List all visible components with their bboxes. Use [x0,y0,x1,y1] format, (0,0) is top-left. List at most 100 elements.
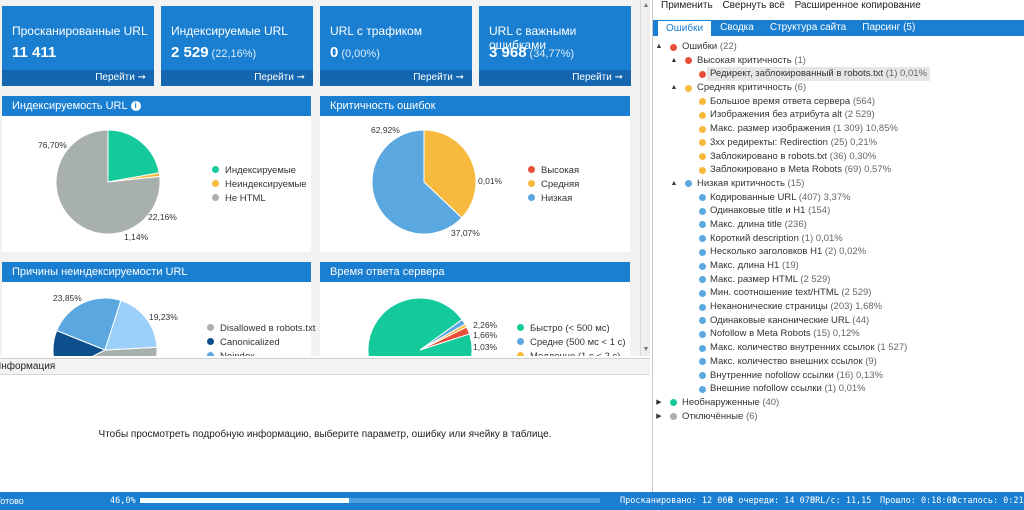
collapsed-arrow-icon[interactable]: ▶ [656,398,662,406]
panel-title: Причины неиндексируемости URL [2,262,311,282]
tree-item[interactable]: Макс. размер HTML (2 529) [653,273,1024,287]
tree-item[interactable]: Одинаковые канонические URL (44) [653,314,1024,328]
legend-item[interactable]: Низкая [528,192,579,206]
expand-arrow-icon[interactable]: ▲ [655,43,663,50]
tree-item[interactable]: Изображения без атрибута alt (2 529) [653,108,1024,122]
legend-item[interactable]: Индексируемые [212,164,307,178]
tree-item-count: (25) 0,21% [830,136,878,148]
tree-item[interactable]: Макс. количество внутренних ссылок (1 52… [653,341,1024,355]
tree-item[interactable]: Макс. длина title (236) [653,218,1024,232]
legend-item[interactable]: Noindex [207,350,315,356]
tree-item[interactable]: Внешние nofollow ссылки (1) 0,01% [653,382,1024,396]
tree-item-count: (2 529) [841,287,872,299]
dashboard-scrollbar[interactable]: ▲ ▼ [640,0,650,356]
legend-item[interactable]: Средне (500 мс < 1 с) [517,336,626,350]
tab-errors[interactable]: Ошибки [657,20,713,36]
pie-slice[interactable] [367,297,473,356]
tree-item[interactable]: Большое время ответа сервера (564) [653,95,1024,109]
legend-item[interactable]: Disallowed в robots.txt [207,322,315,336]
legend-dot-icon [528,180,535,187]
scroll-down-icon[interactable]: ▼ [642,346,650,353]
severity-dot-icon [699,344,706,352]
pie-slice[interactable] [104,299,158,351]
expand-arrow-icon[interactable]: ▲ [670,84,678,92]
tree-item[interactable]: ▲ Ошибки (22) [653,40,1024,54]
tree-item[interactable]: Несколько заголовков H1 (2) 0,02% [653,245,1024,259]
tree-item-label: Большое время ответа сервера (564) [710,95,875,107]
stat-card-crawled: Просканированные URL 11 411 Перейти ➞ [2,6,154,86]
severity-dot-icon [699,303,706,311]
tree-item[interactable]: 3xx редиректы: Redirection (25) 0,21% [653,136,1024,150]
tree-item-label: Короткий description (1) 0,01% [710,232,843,244]
scroll-up-icon[interactable]: ▲ [642,2,650,9]
legend-item[interactable]: Высокая [528,164,579,178]
severity-dot-icon [699,289,706,297]
info-icon[interactable]: i [130,101,141,111]
tab-parsing[interactable]: Парсинг (5) [862,22,916,33]
tree-item[interactable]: ▶ Отключённые (6) [653,410,1024,424]
pie-slice[interactable] [56,297,122,351]
pie-slice[interactable] [59,346,158,356]
panel-non-index-reasons: Причины неиндексируемости URL 23,85% 19,2… [2,262,315,356]
tree-item-count: (36) 0,30% [829,150,877,162]
go-link[interactable]: Перейти ➞ [161,70,313,86]
legend-item[interactable]: Неиндексируемые [212,178,307,192]
collapsed-arrow-icon[interactable]: ▶ [656,412,662,420]
pie-slice[interactable] [55,129,161,235]
legend-dot-icon [212,194,219,201]
tree-item[interactable]: Внутренние nofollow ссылки (16) 0,13% [653,369,1024,383]
tree-item[interactable]: Одинаковые title и H1 (154) [653,204,1024,218]
pie-slice[interactable] [371,129,463,235]
tree-item[interactable]: ▲ Средняя критичность (6) [653,81,1024,95]
tab-bar: Ошибки Сводка Структура сайта Парсинг (5… [653,20,1024,36]
tab-site-structure[interactable]: Структура сайта [769,22,847,33]
severity-dot-icon [699,317,706,325]
pie-slice[interactable] [423,129,477,219]
pie-data-label: 23,85% [53,293,82,303]
tree-item[interactable]: Неканонические страницы (203) 1,68% [653,300,1024,314]
legend-label: Низкая [541,193,573,204]
tree-item-count: (44) [852,314,870,326]
severity-dot-icon [699,194,706,202]
tree-item[interactable]: Кодированные URL (407) 3,37% [653,191,1024,205]
extended-copy-button[interactable]: Расширенное копирование [794,0,921,11]
expand-arrow-icon[interactable]: ▲ [670,56,678,64]
tree-item[interactable]: Макс. размер изображения (1 309) 10,85% [653,122,1024,136]
pie-slice[interactable] [419,326,471,351]
tree-item[interactable]: Заблокировано в robots.txt (36) 0,30% [653,150,1024,164]
legend-item[interactable]: Средняя [528,178,579,192]
panel-severity: Критичность ошибок 0,01% 37,07% 62,92% Выс… [320,96,630,252]
tree-item[interactable]: ▲ Низкая критичность (15) [653,177,1024,191]
collapse-all-button[interactable]: Свернуть всё [722,0,785,11]
apply-button[interactable]: Применить [661,0,713,11]
tree-item-label: Одинаковые канонические URL (44) [710,314,870,326]
tree-item-count: (1 527) [877,342,908,354]
tree-item-label: Отключённые (6) [682,410,758,422]
expand-arrow-icon[interactable]: ▲ [670,179,678,187]
go-link[interactable]: Перейти ➞ [479,70,631,86]
tree-item[interactable]: Мин. соотношение text/HTML (2 529) [653,286,1024,300]
go-link[interactable]: Перейти ➞ [2,70,154,86]
tree-item-label: Макс. размер изображения (1 309) 10,85% [710,123,898,135]
tree-item[interactable]: Макс. длина H1 (19) [653,259,1024,273]
legend-item[interactable]: Медленно (1 с < 2 с) [517,350,626,356]
status-state: Готово [0,496,24,506]
tree-item[interactable]: ▲ Высокая критичность (1) [653,54,1024,68]
tree-item-count: (1 309) 10,85% [832,123,898,135]
legend-item[interactable]: Быстро (< 500 мс) [517,322,626,336]
legend-item[interactable]: Не HTML [212,192,307,206]
legend-item[interactable]: Canonicalized [207,336,315,350]
legend-dot-icon [207,338,214,345]
tree-item[interactable]: Короткий description (1) 0,01% [653,232,1024,246]
pie-data-label: 22,16% [148,212,177,222]
tree-item[interactable]: Редирект, заблокированный в robots.txt (… [653,67,1024,82]
tree-item[interactable]: Заблокировано в Meta Robots (69) 0,57% [653,163,1024,177]
tab-summary[interactable]: Сводка [720,22,754,33]
tree-item[interactable]: Nofollow в Meta Robots (15) 0,12% [653,327,1024,341]
pie-data-label: 0,01% [478,176,503,186]
stat-title: URL с трафиком [330,24,422,38]
tree-item[interactable]: ▶ Необнаруженные (40) [653,396,1024,410]
pie-slice[interactable] [107,129,160,183]
go-link[interactable]: Перейти ➞ [320,70,472,86]
tree-item[interactable]: Макс. количество внешних ссылок (9) [653,355,1024,369]
